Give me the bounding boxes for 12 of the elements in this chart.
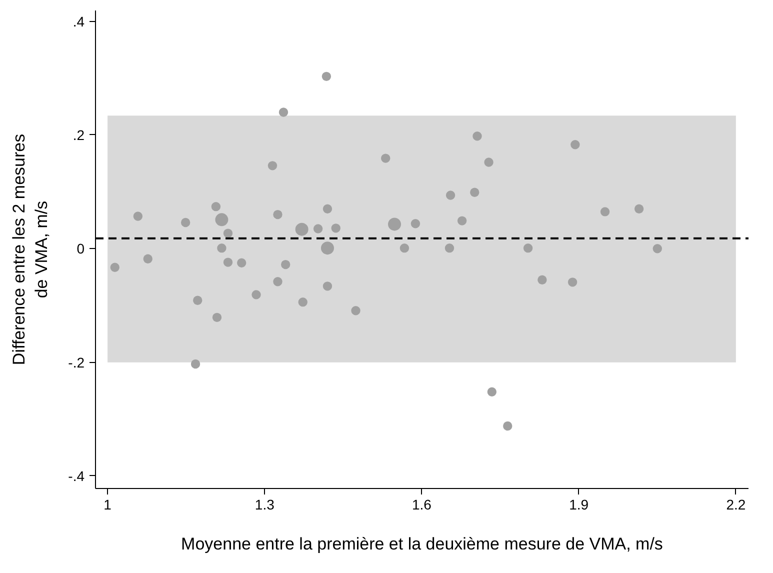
- x-axis-title: Moyenne entre la première et la deuxième mesure de VMA, m/s: [181, 534, 663, 554]
- x-tick-label: 1.3: [254, 496, 275, 512]
- y-tick-label: -.2: [68, 354, 85, 370]
- y-axis-title: Difference entre les 2 mesures de VMA, m/s: [9, 134, 52, 366]
- y-tick-label: .2: [72, 126, 85, 143]
- x-tick-label: 1.9: [569, 496, 589, 512]
- x-tick-label: 2.2: [726, 496, 746, 512]
- y-tick-label: 0: [76, 240, 85, 257]
- x-tick-label: 1.6: [412, 496, 432, 512]
- y-tick-label: -.4: [68, 468, 85, 484]
- x-tick-label: 1: [104, 496, 112, 512]
- y-tick-label: .4: [72, 13, 85, 30]
